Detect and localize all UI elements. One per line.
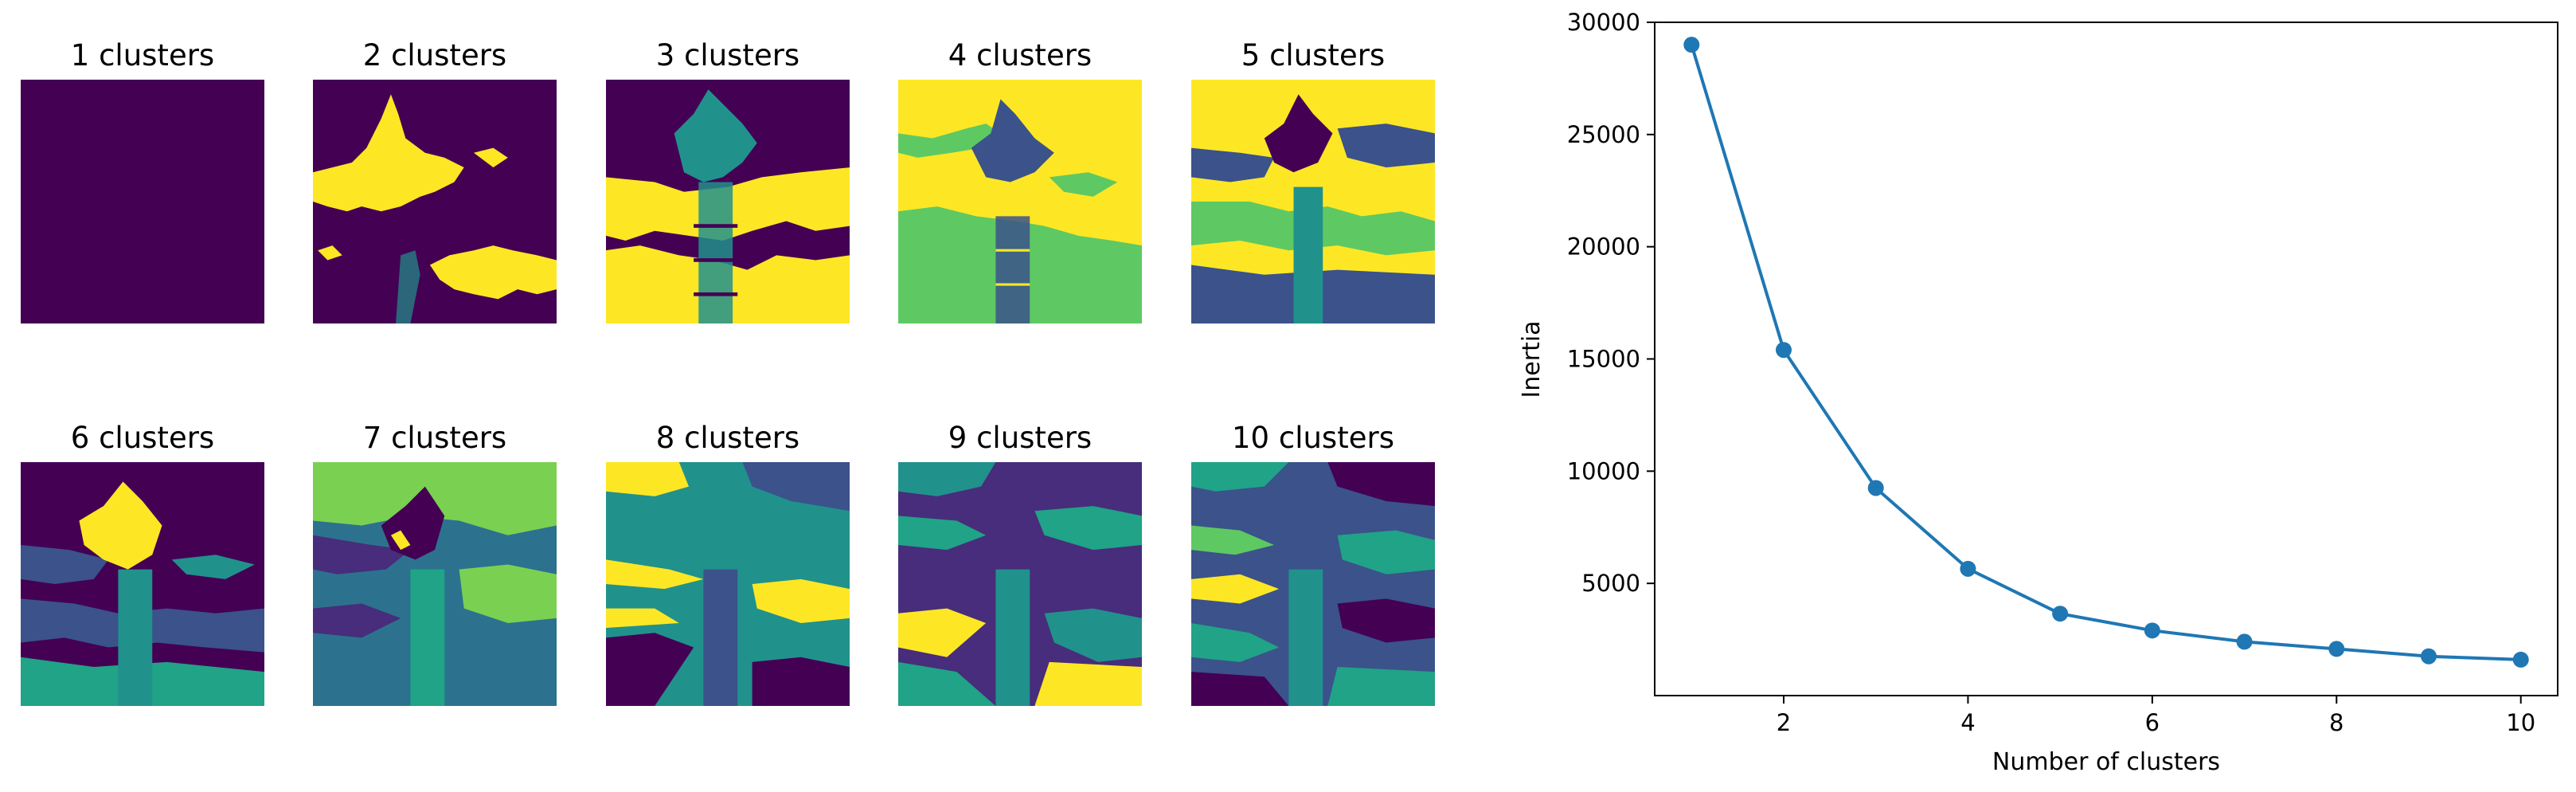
cluster-image-8 (606, 462, 850, 706)
data-point (1960, 560, 1976, 577)
data-point (1776, 342, 1792, 359)
cluster-image-6 (21, 462, 264, 706)
cluster-image-5 (1191, 80, 1435, 323)
panel-title: 7 clusters (362, 421, 507, 455)
x-axis-label: Number of clusters (1992, 748, 2220, 776)
cluster-image-4 (898, 80, 1142, 323)
panel-title: 10 clusters (1232, 421, 1394, 455)
cluster-image-9 (898, 462, 1142, 706)
series-line (1690, 44, 2521, 661)
panel-title: 8 clusters (655, 421, 800, 455)
x-tick-label: 8 (2329, 709, 2343, 736)
data-point (2512, 651, 2529, 668)
cluster-image-7 (313, 462, 557, 706)
series-markers (1683, 37, 2529, 668)
y-tick-label: 5000 (1581, 570, 1640, 597)
y-tick-label: 10000 (1567, 457, 1640, 484)
data-point (1867, 480, 1884, 496)
panel-title: 4 clusters (948, 38, 1093, 73)
data-point (1683, 37, 1700, 53)
panel-title: 5 clusters (1241, 38, 1386, 73)
cluster-image-3 (606, 80, 850, 323)
cluster-image-1 (21, 80, 264, 323)
cluster-image-10 (1191, 462, 1435, 706)
panel-title: 1 clusters (70, 38, 215, 73)
panel-title: 6 clusters (70, 421, 215, 455)
y-tick-label: 20000 (1567, 233, 1640, 261)
y-axis: 5000 10000 15000 20000 25000 30000 (1567, 9, 1655, 597)
data-point (2236, 633, 2253, 650)
panel-title: 2 clusters (362, 38, 507, 73)
panel-title: 3 clusters (655, 38, 800, 73)
y-tick-label: 15000 (1567, 346, 1640, 373)
data-point (2144, 622, 2160, 639)
data-point (2421, 648, 2437, 665)
x-tick-label: 6 (2145, 709, 2160, 736)
x-tick-label: 2 (1777, 709, 1791, 736)
y-tick-label: 25000 (1567, 121, 1640, 148)
panel-title: 9 clusters (948, 421, 1093, 455)
cluster-image-2 (313, 80, 557, 323)
x-axis: 2 4 6 8 10 (1777, 696, 2535, 736)
y-tick-label: 30000 (1567, 9, 1640, 36)
y-axis-label: Inertia (1518, 320, 1546, 398)
x-tick-label: 4 (1960, 709, 1975, 736)
x-tick-label: 10 (2506, 709, 2535, 736)
data-point (2052, 606, 2069, 622)
data-point (2328, 641, 2345, 657)
